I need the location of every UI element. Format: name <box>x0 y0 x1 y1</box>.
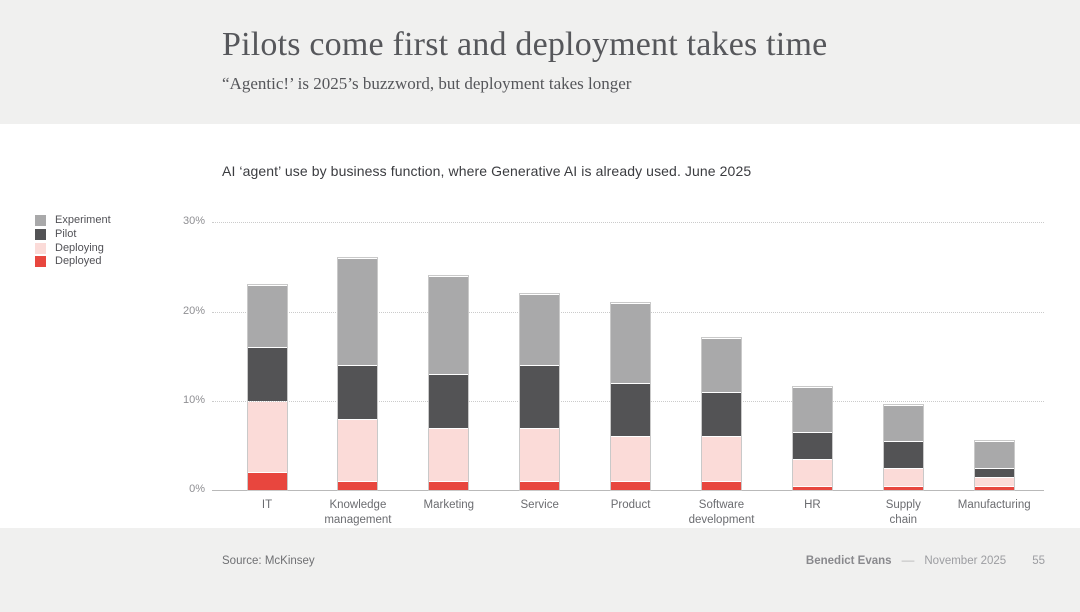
segment-pilot[interactable] <box>520 366 560 428</box>
segment-deploying[interactable] <box>883 468 923 486</box>
segment-deploying[interactable] <box>792 459 832 486</box>
legend-item-deployed: Deployed <box>35 255 111 269</box>
segment-deployed[interactable] <box>611 482 651 490</box>
legend-swatch-experiment <box>35 215 46 227</box>
y-axis-tick-label: 10% <box>182 393 205 406</box>
segment-deployed[interactable] <box>792 486 832 490</box>
bar-manufacturing[interactable] <box>973 439 1015 491</box>
segment-deploying[interactable] <box>247 401 287 473</box>
bar-knowledge-management[interactable] <box>337 257 379 491</box>
bar-product[interactable] <box>610 301 652 491</box>
footer-band <box>0 528 1080 612</box>
x-axis-label: Software development <box>688 499 755 526</box>
segment-experiment[interactable] <box>611 303 651 383</box>
segment-deploying[interactable] <box>974 477 1014 486</box>
bar-hr[interactable] <box>791 386 833 491</box>
x-axis-label: Supply chain <box>885 499 921 526</box>
segment-pilot[interactable] <box>883 441 923 468</box>
legend-label: Pilot <box>55 228 77 241</box>
bar-marketing[interactable] <box>428 274 470 491</box>
segment-deploying[interactable] <box>429 428 469 482</box>
segment-deployed[interactable] <box>883 486 923 490</box>
segment-experiment[interactable] <box>702 339 741 392</box>
source-note: Source: McKinsey <box>222 555 315 567</box>
gridline-30% <box>212 222 1044 224</box>
header-band <box>0 0 1080 124</box>
footer-credit: Benedict Evans –– November 2025 55 <box>806 555 1045 567</box>
legend-label: Experiment <box>55 214 111 227</box>
segment-deploying[interactable] <box>702 437 741 482</box>
x-axis-label: Product <box>610 499 651 511</box>
legend-item-deploying: Deploying <box>35 241 111 255</box>
legend-label: Deploying <box>55 241 104 254</box>
segment-experiment[interactable] <box>247 285 287 348</box>
segment-pilot[interactable] <box>702 392 741 437</box>
x-axis-label: IT <box>261 499 273 511</box>
segment-deployed[interactable] <box>429 482 469 490</box>
bar-service[interactable] <box>519 292 561 491</box>
segment-deployed[interactable] <box>520 482 560 490</box>
footer-author: Benedict Evans <box>805 555 892 567</box>
bar-supply-chain[interactable] <box>882 404 924 491</box>
x-axis-label: Marketing <box>423 499 475 511</box>
chart-title: AI ‘agent’ use by business function, whe… <box>222 163 752 179</box>
x-axis-label: Manufacturing <box>957 499 1031 511</box>
segment-experiment[interactable] <box>429 276 469 375</box>
legend-item-pilot: Pilot <box>35 228 111 242</box>
segment-experiment[interactable] <box>883 406 923 441</box>
segment-deployed[interactable] <box>974 486 1014 490</box>
page-title: Pilots come first and deployment takes t… <box>222 26 828 63</box>
segment-pilot[interactable] <box>974 468 1014 477</box>
chart-legend: Experiment Pilot Deploying Deployed <box>35 214 111 269</box>
footer-separator: –– <box>901 555 915 567</box>
segment-pilot[interactable] <box>338 366 378 419</box>
y-axis-tick-label: 30% <box>182 215 205 228</box>
segment-experiment[interactable] <box>792 388 832 433</box>
footer-page-number: 55 <box>1032 555 1045 567</box>
segment-deploying[interactable] <box>520 428 560 482</box>
segment-experiment[interactable] <box>974 441 1014 468</box>
segment-pilot[interactable] <box>247 348 287 401</box>
footer-date: November 2025 <box>924 555 1007 567</box>
segment-experiment[interactable] <box>338 259 378 366</box>
segment-pilot[interactable] <box>792 433 832 459</box>
segment-pilot[interactable] <box>429 375 469 428</box>
legend-swatch-deploying <box>35 242 46 254</box>
segment-deployed[interactable] <box>338 482 378 490</box>
bar-it[interactable] <box>246 283 288 491</box>
legend-label: Deployed <box>55 255 102 268</box>
bar-software-development[interactable] <box>701 337 742 491</box>
gridline-0% <box>212 490 1044 491</box>
segment-deploying[interactable] <box>338 419 378 482</box>
y-axis-tick-label: 0% <box>189 483 205 495</box>
x-axis-label: HR <box>804 499 821 511</box>
x-axis-label: Service <box>520 499 559 511</box>
segment-experiment[interactable] <box>520 294 560 366</box>
y-axis-tick-label: 20% <box>182 304 205 317</box>
segment-deploying[interactable] <box>611 437 651 482</box>
segment-pilot[interactable] <box>611 383 651 437</box>
segment-deployed[interactable] <box>247 473 287 490</box>
x-axis-label: Knowledge management <box>324 499 392 526</box>
legend-item-experiment: Experiment <box>35 214 111 228</box>
segment-deployed[interactable] <box>702 482 741 490</box>
page-subtitle: “Agentic!’ is 2025’s buzzword, but deplo… <box>222 74 632 93</box>
legend-swatch-pilot <box>35 229 46 241</box>
legend-swatch-deployed <box>35 256 46 268</box>
